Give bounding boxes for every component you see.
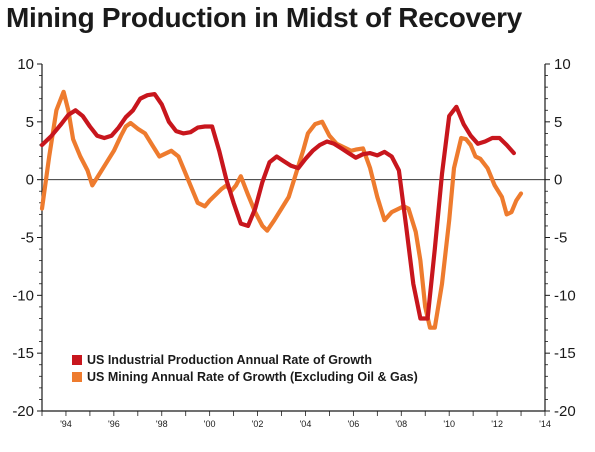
- y-tick-label-left: 5: [26, 114, 34, 131]
- y-tick-label-left: 10: [17, 56, 34, 73]
- legend-swatch-industrial-production: [72, 355, 82, 365]
- x-tick-label: '02: [252, 419, 264, 429]
- y-tick-label-left: 0: [26, 172, 34, 189]
- x-tick-label: '08: [395, 419, 407, 429]
- y-tick-label-left: -5: [21, 230, 34, 247]
- x-tick-label: '06: [348, 419, 360, 429]
- x-tick-label: '04: [300, 419, 312, 429]
- y-tick-label-right: 0: [554, 172, 562, 189]
- y-tick-label-left: -15: [12, 345, 34, 362]
- legend-swatch-mining: [72, 372, 82, 382]
- series-line-industrial-production: [39, 92, 516, 321]
- x-tick-label: '10: [443, 419, 455, 429]
- y-tick-label-right: 10: [554, 56, 571, 73]
- y-tick-label-right: -20: [554, 403, 576, 420]
- chart-title: Mining Production in Midst of Recovery: [6, 2, 522, 33]
- y-tick-label-right: -15: [554, 345, 576, 362]
- x-tick-label: '00: [204, 419, 216, 429]
- y-tick-label-left: -10: [12, 287, 34, 304]
- series-line-mining: [39, 89, 524, 330]
- y-tick-label-left: -20: [12, 403, 34, 420]
- x-tick-label: '12: [491, 419, 503, 429]
- legend-label-industrial-production: US Industrial Production Annual Rate of …: [87, 353, 372, 367]
- x-tick-label: '96: [108, 419, 120, 429]
- y-tick-label-right: -5: [554, 230, 567, 247]
- y-tick-label-right: 5: [554, 114, 562, 131]
- x-tick-label: '98: [156, 419, 168, 429]
- x-tick-label: '14: [539, 419, 551, 429]
- x-tick-label: '94: [60, 419, 72, 429]
- legend-label-mining: US Mining Annual Rate of Growth (Excludi…: [87, 370, 418, 384]
- y-tick-label-right: -10: [554, 287, 576, 304]
